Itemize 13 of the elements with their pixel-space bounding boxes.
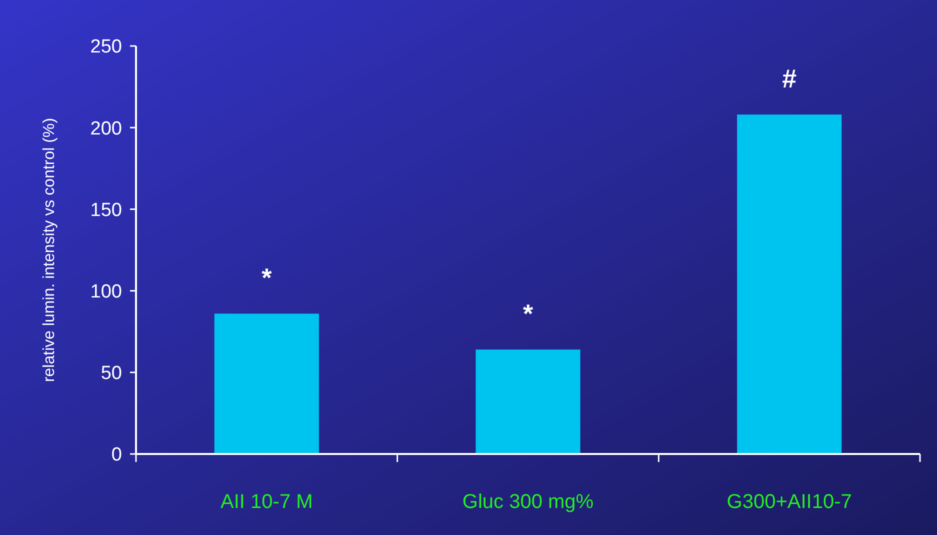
y-tick-label: 50: [100, 363, 122, 384]
annotation: #: [782, 64, 798, 94]
x-tick-label: G300+AII10-7: [726, 491, 852, 513]
x-tick-label: AII 10-7 M: [220, 491, 313, 513]
annotation: *: [262, 262, 273, 293]
y-tick-label: 150: [90, 200, 122, 221]
y-tick-label: 200: [90, 118, 122, 140]
x-tick-label: Gluc 300 mg%: [462, 491, 594, 513]
y-tick-label: 0: [111, 444, 122, 466]
y-tick-label: 100: [90, 281, 122, 302]
annotation: *: [522, 298, 534, 329]
y-axis-title: relative lumin. intensity vs control (%): [41, 118, 58, 382]
y-tick-label: 250: [90, 36, 122, 58]
